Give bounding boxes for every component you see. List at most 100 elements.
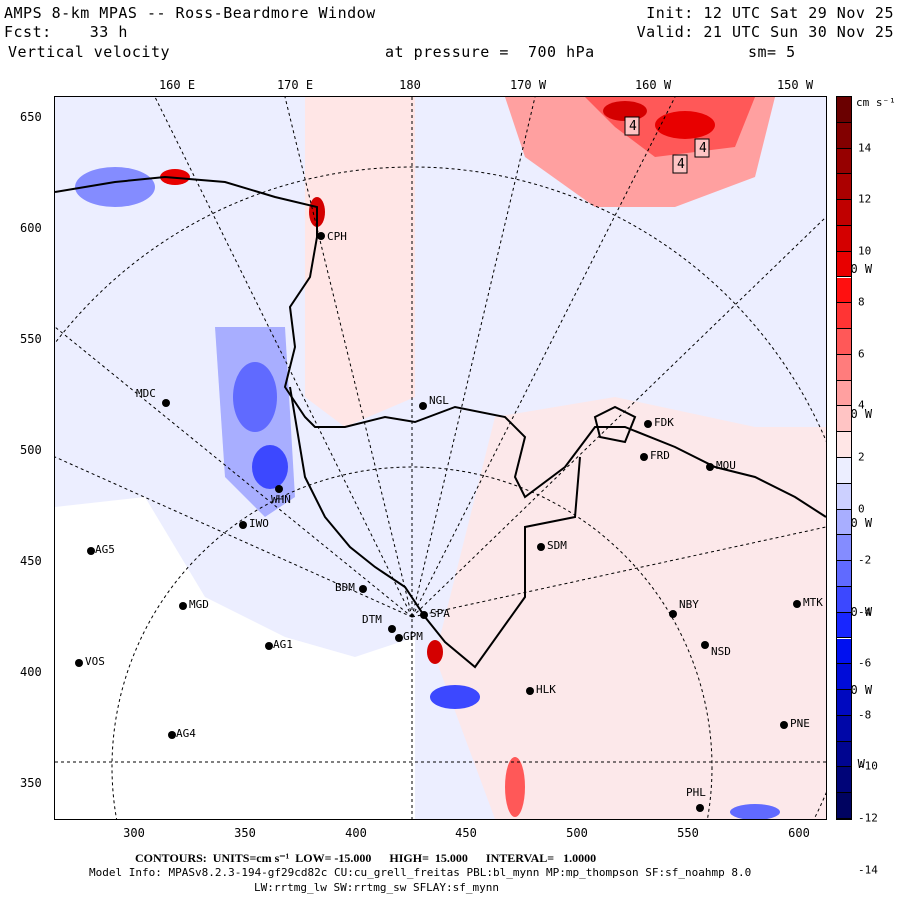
station-marker[interactable] [317,232,325,240]
station-label: SDM [547,539,567,552]
station-label: MTK [803,596,823,609]
colorbar-segment [837,535,851,562]
downdraft-core [430,685,480,709]
colorbar-tick: -6 [858,656,872,670]
station-marker[interactable] [419,402,427,410]
lon-label: 150 W [776,78,814,92]
colorbar-segment [837,586,851,613]
x-tick: 500 [566,826,588,840]
station-label: FRD [650,449,670,462]
downdraft-region [75,167,155,207]
station-marker[interactable] [669,610,677,618]
downdraft-core [252,445,288,489]
colorbar-segment [837,690,851,716]
downdraft-core [233,362,277,432]
station-marker[interactable] [701,641,709,649]
contour-labels [624,116,710,174]
colorbar-tick: -8 [858,708,872,722]
station-marker[interactable] [87,547,95,555]
station-marker[interactable] [526,687,534,695]
station-label: WHN [271,493,291,506]
colorbar [836,96,852,820]
station-label: IWO [249,517,269,530]
y-tick: 650 [20,110,42,124]
colorbar-segment [837,715,851,742]
colorbar-segment [837,664,851,691]
station-label: HLK [536,683,556,696]
updraft-core [603,101,647,121]
station-marker[interactable] [640,453,648,461]
colorbar-segment [837,303,851,330]
station-label: GPM [403,630,423,643]
colorbar-segment [837,174,851,201]
station-marker[interactable] [780,721,788,729]
forecast-hour: Fcst: 33 h [4,23,128,41]
updraft-core [427,640,443,664]
smoothing: sm= 5 [748,43,796,61]
colorbar-tick: 10 [858,244,872,258]
model-info: Model Info: MPASv8.2.3-194-gf29cd82c CU:… [89,866,752,879]
station-marker[interactable] [388,625,396,633]
station-marker[interactable] [168,731,176,739]
colorbar-tick: -12 [858,811,878,825]
colorbar-tick: -4 [858,605,872,619]
station-marker[interactable] [239,521,247,529]
station-marker[interactable] [265,642,273,650]
positive-region [305,97,415,427]
station-label: NSD [711,645,731,658]
colorbar-tick: 2 [858,450,865,464]
station-marker[interactable] [696,804,704,812]
colorbar-segment [837,225,851,252]
colorbar-segment [837,767,851,794]
colorbar-segment [837,509,851,536]
lon-label: 180 [399,78,421,92]
colorbar-units: cm s⁻¹ [856,96,896,109]
colorbar-segment [837,561,851,587]
colorbar-segment [837,122,851,149]
colorbar-tick: 8 [858,295,865,309]
station-label: CPH [327,230,347,243]
colorbar-tick: 4 [858,398,865,412]
graticule [55,97,826,819]
colorbar-segment [837,638,851,665]
station-marker[interactable] [793,600,801,608]
map-canvas [55,97,826,819]
map-panel[interactable]: 4 4 4 [54,96,827,820]
station-marker[interactable] [706,463,714,471]
updraft-core [655,111,715,139]
y-tick: 550 [20,332,42,346]
station-marker[interactable] [179,602,187,610]
positive-region [435,397,826,819]
pressure-level: at pressure = 700 hPa [385,43,595,61]
colorbar-tick: 0 [858,502,865,516]
colorbar-segment [837,432,851,458]
station-marker[interactable] [644,420,652,428]
station-marker[interactable] [75,659,83,667]
station-marker[interactable] [395,634,403,642]
station-label: SPA [430,607,450,620]
colorbar-tick: 6 [858,347,865,361]
station-label: DTM [362,613,382,626]
colorbar-tick: 14 [858,141,872,155]
station-label: MGD [189,598,209,611]
colorbar-segment [837,483,851,510]
valid-time: Valid: 21 UTC Sun 30 Nov 25 [636,23,894,41]
field-name: Vertical velocity [8,43,171,61]
colorbar-segment [837,329,851,355]
colorbar-segment [837,354,851,381]
colorbar-segment [837,97,851,123]
colorbar-segment [837,200,851,226]
station-marker[interactable] [420,611,428,619]
station-label: MDC [136,387,156,400]
station-marker[interactable] [537,543,545,551]
y-tick: 500 [20,443,42,457]
colorbar-segment [837,458,851,484]
station-marker[interactable] [359,585,367,593]
chart-title: AMPS 8-km MPAS -- Ross-Beardmore Window [4,4,376,22]
x-tick: 400 [345,826,367,840]
colorbar-tick: -2 [858,553,872,567]
colorbar-segment [837,793,851,819]
station-marker[interactable] [275,485,283,493]
colorbar-segment [837,277,851,304]
station-marker[interactable] [162,399,170,407]
